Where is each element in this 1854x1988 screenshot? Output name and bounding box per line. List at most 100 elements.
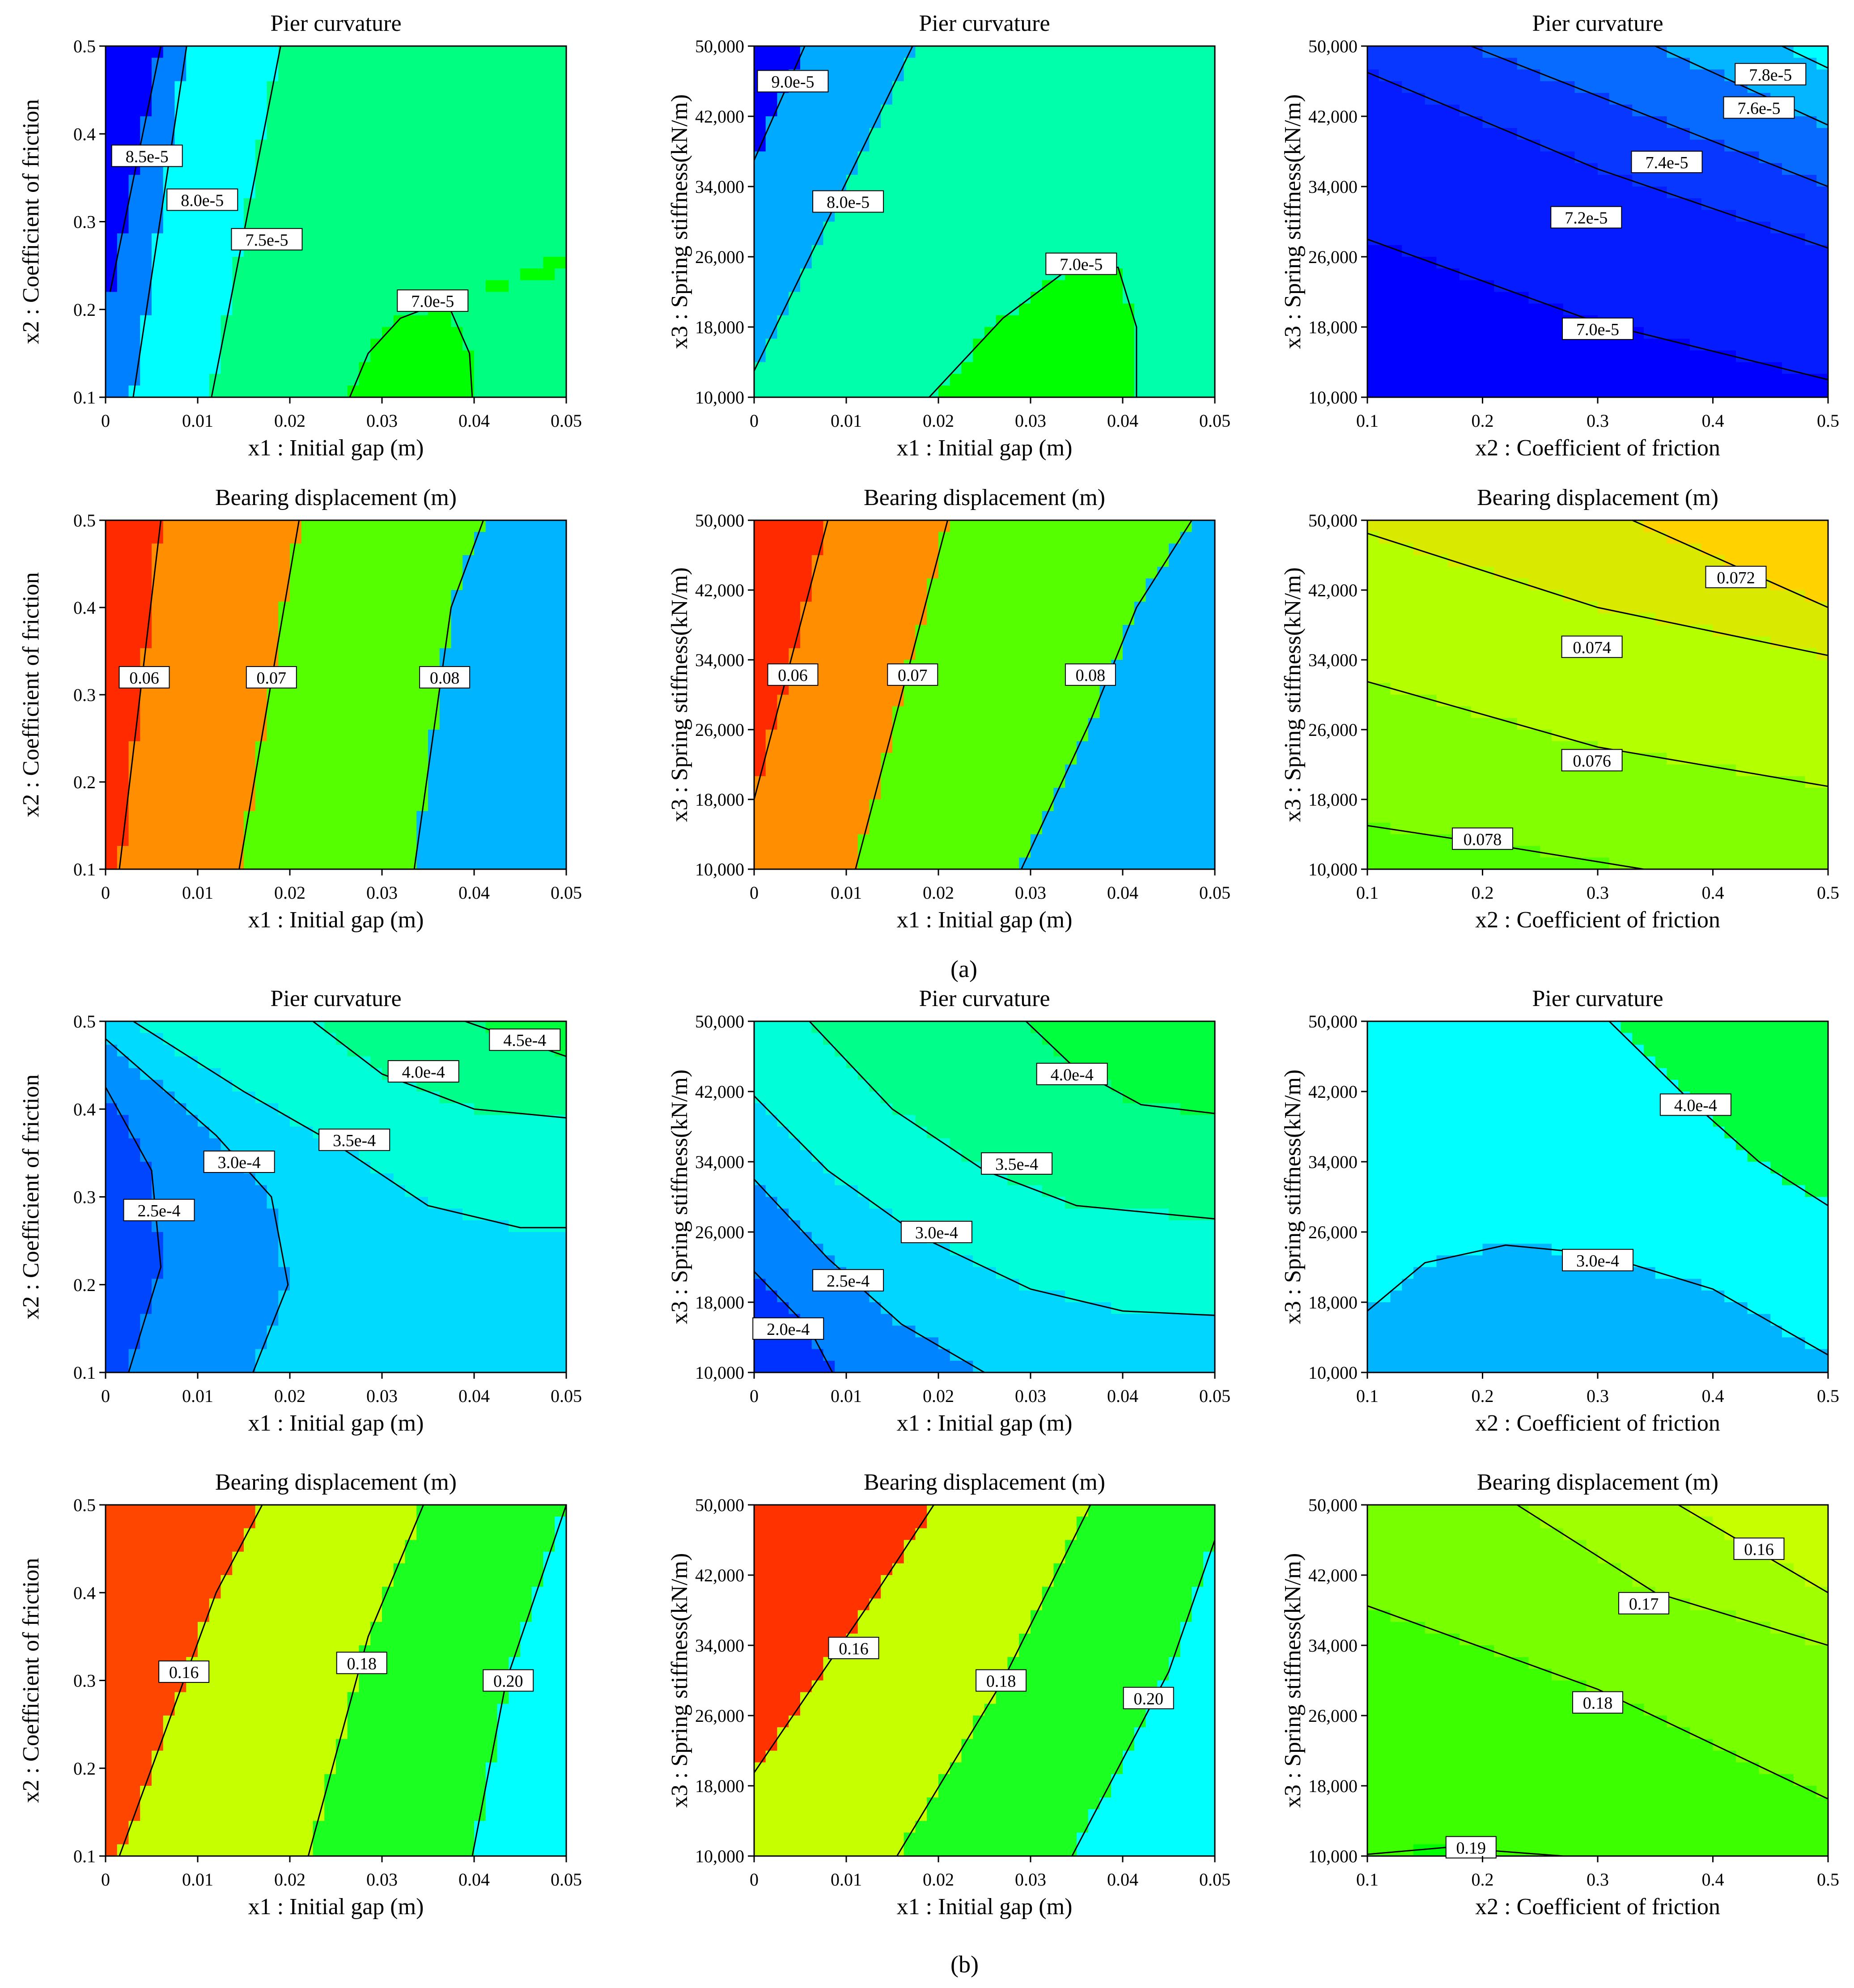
- x-tick-label: 0: [101, 883, 110, 903]
- heatmap-cell: [1724, 174, 1736, 187]
- heatmap-cell: [474, 245, 486, 257]
- heatmap-cell: [1367, 385, 1379, 398]
- heatmap-cell: [1031, 140, 1043, 152]
- heatmap-cell: [393, 683, 406, 695]
- contour-label-box: [1562, 317, 1633, 340]
- heatmap-cell: [405, 174, 417, 187]
- heatmap-cell: [439, 174, 452, 187]
- heatmap-cell: [1053, 233, 1065, 246]
- heatmap-cell: [1459, 58, 1472, 70]
- heatmap-cell: [950, 93, 962, 105]
- heatmap-cell: [531, 730, 544, 742]
- heatmap-cell: [255, 858, 267, 870]
- heatmap-cell: [1724, 163, 1736, 175]
- heatmap-cell: [1123, 58, 1135, 70]
- heatmap-cell: [301, 46, 314, 58]
- heatmap-cell: [1506, 257, 1518, 269]
- heatmap-cell: [1770, 350, 1782, 363]
- heatmap-cell: [1402, 374, 1414, 386]
- heatmap-cell: [313, 730, 325, 742]
- heatmap-cell: [1019, 374, 1031, 386]
- heatmap-cell: [336, 303, 348, 316]
- heatmap-cell: [1816, 257, 1829, 269]
- heatmap-cell: [1203, 151, 1215, 164]
- heatmap-cell: [1528, 221, 1540, 234]
- heatmap-cell: [106, 385, 118, 398]
- heatmap-cell: [973, 174, 985, 187]
- heatmap-cell: [1077, 221, 1089, 234]
- heatmap-cell: [209, 671, 221, 684]
- heatmap-cell: [359, 846, 371, 858]
- heatmap-cells: [754, 46, 1215, 398]
- heatmap-cell: [846, 385, 858, 398]
- heatmap-cell: [973, 116, 985, 128]
- heatmap-cell: [1609, 339, 1621, 351]
- heatmap-cell: [301, 339, 314, 351]
- heatmap-cell: [1425, 46, 1437, 58]
- heatmap-cell: [789, 46, 801, 58]
- heatmap-cell: [382, 257, 394, 269]
- heatmap-cell: [1042, 350, 1054, 363]
- heatmap-cell: [1644, 362, 1656, 374]
- heatmap-cell: [789, 187, 801, 199]
- heatmap-cell: [1724, 268, 1736, 280]
- heatmap-cell: [221, 590, 233, 602]
- heatmap-cell: [1077, 280, 1089, 293]
- heatmap-cell: [359, 315, 371, 327]
- heatmap-cell: [439, 788, 452, 800]
- heatmap-cell: [221, 151, 233, 164]
- heatmap-cell: [984, 315, 997, 327]
- heatmap-cell: [485, 58, 498, 70]
- heatmap-cell: [543, 151, 555, 164]
- heatmap-cell: [869, 46, 881, 58]
- heatmap-cell: [904, 292, 916, 304]
- heatmap-cell: [1770, 140, 1782, 152]
- heatmap-cell: [1169, 116, 1181, 128]
- heatmap-cell: [1805, 151, 1817, 164]
- heatmap-cell: [1031, 46, 1043, 58]
- heatmap-cell: [347, 834, 360, 846]
- heatmap-cell: [451, 776, 463, 788]
- heatmap-cell: [359, 128, 371, 140]
- heatmap-cell: [244, 116, 256, 128]
- heatmap-cell: [439, 567, 452, 579]
- heatmap-cell: [1678, 93, 1690, 105]
- heatmap-cell: [1459, 140, 1472, 152]
- heatmap-cell: [869, 233, 881, 246]
- heatmap-cell: [405, 590, 417, 602]
- heatmap-cell: [1448, 350, 1460, 363]
- heatmap-cell: [301, 637, 314, 649]
- heatmap-cell: [1736, 187, 1748, 199]
- heatmap-cell: [984, 374, 997, 386]
- heatmap-cell: [520, 613, 532, 625]
- heatmap-cell: [336, 245, 348, 257]
- heatmap-cell: [324, 834, 336, 846]
- heatmap-cell: [290, 385, 302, 398]
- heatmap-cell: [520, 257, 532, 269]
- heatmap-cell: [416, 578, 428, 590]
- heatmap-cell: [800, 268, 812, 280]
- heatmap-cell: [163, 104, 175, 117]
- heatmap-cell: [221, 858, 233, 870]
- heatmap-cell: [428, 374, 440, 386]
- heatmap-cell: [811, 374, 824, 386]
- heatmap-cell: [451, 93, 463, 105]
- heatmap-cell: [520, 385, 532, 398]
- heatmap-cell: [1111, 140, 1123, 152]
- heatmap-cell: [1099, 362, 1112, 374]
- heatmap-cell: [892, 385, 904, 398]
- heatmap-cell: [1770, 339, 1782, 351]
- heatmap-cell: [1413, 327, 1426, 339]
- heatmap-cell: [520, 660, 532, 672]
- heatmap-cell: [497, 637, 509, 649]
- heatmap-cell: [485, 834, 498, 846]
- heatmap-cell: [336, 280, 348, 293]
- heatmap-cell: [973, 374, 985, 386]
- heatmap-cell: [1192, 128, 1204, 140]
- heatmap-cell: [857, 58, 870, 70]
- heatmap-cell: [347, 578, 360, 590]
- heatmap-cell: [393, 221, 406, 234]
- heatmap-cell: [555, 625, 567, 637]
- heatmap-cell: [555, 151, 567, 164]
- heatmap-cell: [278, 520, 290, 532]
